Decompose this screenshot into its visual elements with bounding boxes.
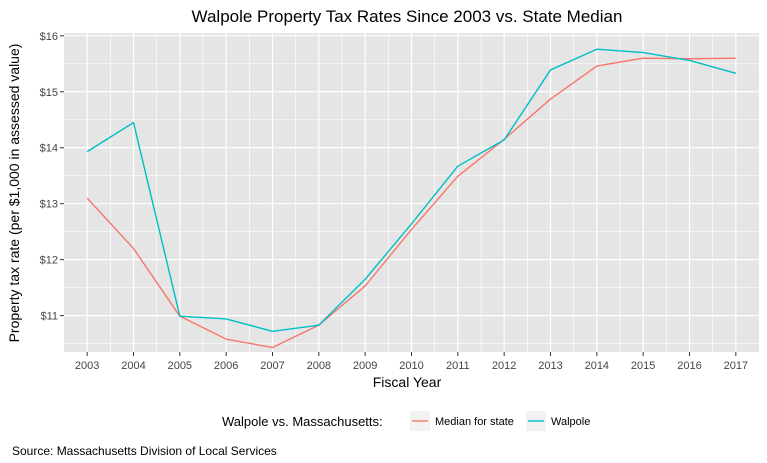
legend-label: Median for state	[435, 416, 514, 428]
legend-items: Median for state Walpole	[410, 411, 590, 431]
x-tick-label: 2006	[214, 360, 238, 372]
x-tick-label: 2010	[399, 360, 423, 372]
y-tick-label: $12	[40, 255, 58, 267]
x-tick-label: 2003	[75, 360, 99, 372]
x-tick-label: 2011	[446, 360, 470, 372]
x-tick-label: 2008	[307, 360, 331, 372]
x-tick-label: 2007	[260, 360, 284, 372]
series-line-walpole	[86, 48, 737, 332]
legend: Walpole vs. Massachusetts: Median for st…	[222, 411, 590, 431]
x-tick-label: 2015	[631, 360, 655, 372]
series-line-median-for-state	[86, 57, 736, 349]
legend-label: Walpole	[551, 416, 590, 428]
x-tick-label: 2005	[168, 360, 192, 372]
x-axis-title: Fiscal Year	[373, 374, 442, 390]
plot-panel	[64, 33, 759, 352]
legend-title: Walpole vs. Massachusetts:	[222, 414, 383, 429]
y-tick-label: $16	[40, 31, 58, 43]
y-axis-title: Property tax rate (per $1,000 in assesse…	[6, 44, 22, 343]
x-tick-label: 2009	[353, 360, 377, 372]
chart-title: Walpole Property Tax Rates Since 2003 vs…	[192, 7, 623, 26]
x-tick-label: 2004	[121, 360, 145, 372]
source-caption: Source: Massachusetts Division of Local …	[12, 444, 277, 458]
series-layer	[86, 48, 737, 349]
axis-ticks: 2003 2004 2005 2006 2007 2008 2009 2010 2011 2012…	[40, 31, 748, 372]
y-tick-label: $13	[40, 199, 58, 211]
x-tick-label: 2014	[585, 360, 609, 372]
x-tick-label: 2013	[538, 360, 562, 372]
x-tick-label: 2017	[724, 360, 748, 372]
x-tick-label: 2016	[677, 360, 701, 372]
y-tick-label: $15	[40, 87, 58, 99]
x-tick-label: 2012	[492, 360, 516, 372]
y-tick-label: $14	[40, 143, 58, 155]
y-tick-label: $11	[40, 311, 58, 323]
